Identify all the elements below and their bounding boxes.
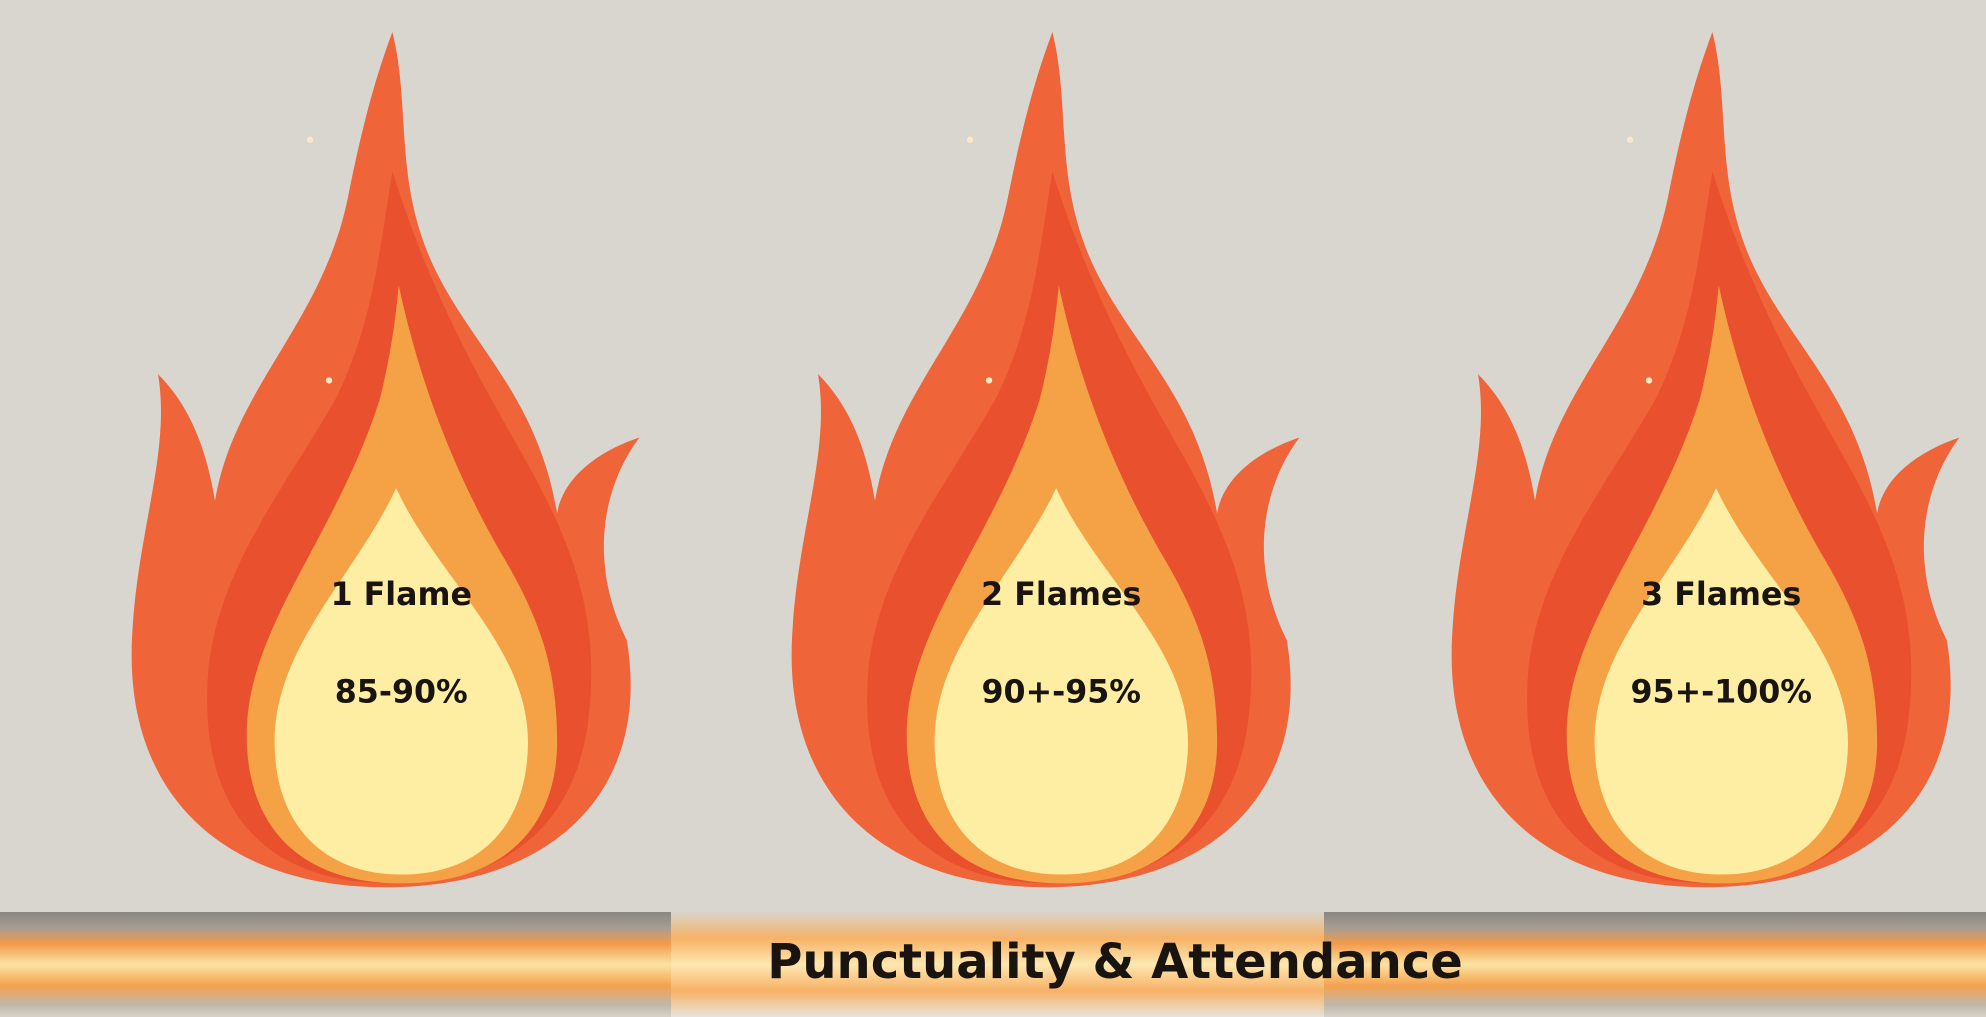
flame-label: 3 Flames xyxy=(1641,577,1801,613)
flame-label: 2 Flames xyxy=(981,577,1141,613)
spark xyxy=(1646,377,1652,383)
spark xyxy=(307,137,313,143)
footer-title: Punctuality & Attendance xyxy=(767,934,1463,990)
spark xyxy=(967,137,973,143)
spark xyxy=(986,377,992,383)
flame-range: 85-90% xyxy=(335,674,468,710)
flame-label: 1 Flame xyxy=(331,577,472,613)
flame-range: 90+-95% xyxy=(982,674,1142,710)
flame-range: 95+-100% xyxy=(1631,674,1813,710)
spark xyxy=(326,377,332,383)
page: 1 Flame 85-90% 2 Flames 90+-95% 3 Flames 95+-… xyxy=(0,0,1986,1017)
spark xyxy=(1627,137,1633,143)
infographic: 1 Flame 85-90% 2 Flames 90+-95% 3 Flames 95+-… xyxy=(0,0,1986,1017)
